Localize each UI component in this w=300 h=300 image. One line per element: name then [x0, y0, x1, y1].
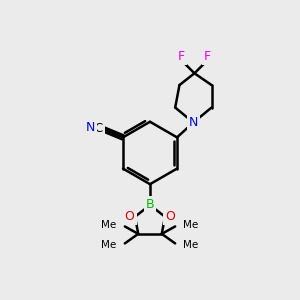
Text: F: F — [204, 50, 211, 63]
Text: Me: Me — [101, 220, 116, 230]
Text: O: O — [125, 210, 135, 223]
Text: N: N — [189, 116, 198, 129]
Text: Me: Me — [101, 240, 116, 250]
Text: C: C — [94, 122, 103, 135]
Text: Me: Me — [184, 220, 199, 230]
Text: B: B — [146, 199, 154, 212]
Text: O: O — [165, 210, 175, 223]
Text: Me: Me — [184, 240, 199, 250]
Text: F: F — [178, 50, 185, 63]
Text: N: N — [86, 121, 95, 134]
